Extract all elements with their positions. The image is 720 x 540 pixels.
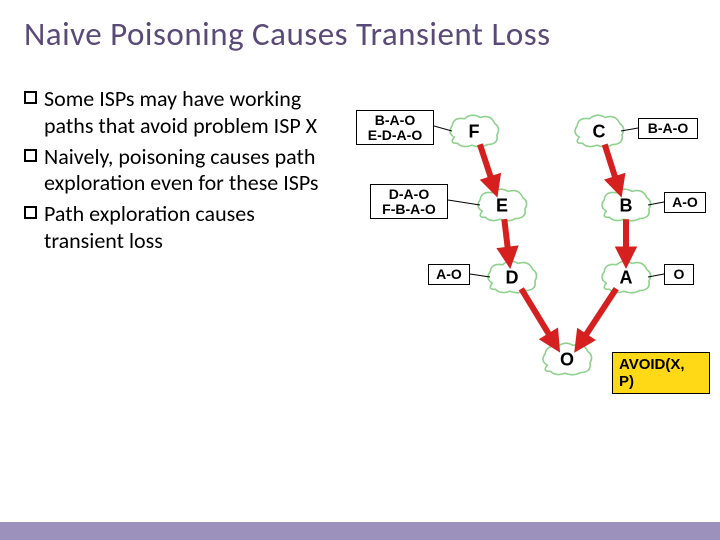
svg-text:D: D: [506, 267, 519, 287]
footer-bar: [0, 522, 720, 540]
node-d: D: [486, 260, 538, 294]
edge-F-E: [480, 144, 495, 189]
svg-text:O: O: [560, 349, 574, 369]
network-diagram: F C E B D A O B-A-OE-D-A-O B-A-O D-A-OF-B-A-O A-O A…: [338, 96, 710, 396]
svg-text:C: C: [593, 121, 606, 141]
bullet-text: Naively, poisoning causes path explorati…: [44, 143, 319, 197]
edge-E-D: [504, 219, 509, 260]
node-b: B: [600, 188, 652, 222]
svg-text:E: E: [496, 195, 508, 215]
bullet-list: Some ISPs may have working paths that av…: [24, 86, 334, 259]
node-a: A: [600, 260, 652, 294]
avoid-label: AVOID(X, P): [612, 352, 710, 394]
node-o: O: [541, 342, 593, 376]
bullet-checkbox-icon: [24, 149, 37, 162]
bullet-text: Some ISPs may have working paths that av…: [44, 85, 317, 139]
bullet-checkbox-icon: [24, 206, 37, 219]
slide: Naive Poisoning Causes Transient Loss So…: [0, 0, 720, 540]
route-box-e: D-A-OF-B-A-O: [370, 184, 448, 219]
edge-A-O: [579, 289, 616, 346]
node-f: F: [448, 114, 500, 148]
svg-text:B: B: [620, 195, 633, 215]
svg-text:A: A: [620, 267, 633, 287]
bullet-item: Path exploration causes transient loss: [24, 201, 334, 255]
node-e: E: [476, 188, 528, 222]
edge-D-O: [521, 289, 555, 345]
route-box-d: A-O: [428, 264, 470, 285]
slide-title: Naive Poisoning Causes Transient Loss: [24, 14, 696, 54]
bullet-item: Some ISPs may have working paths that av…: [24, 86, 334, 140]
bullet-text: Path exploration causes transient loss: [44, 200, 255, 254]
bullet-item: Naively, poisoning causes path explorati…: [24, 144, 334, 198]
route-box-f: B-A-OE-D-A-O: [356, 110, 434, 145]
svg-text:F: F: [469, 121, 480, 141]
route-box-a: O: [664, 264, 694, 285]
route-box-b: A-O: [664, 192, 706, 213]
node-c: C: [573, 114, 625, 148]
edge-C-B: [605, 144, 619, 189]
bullet-checkbox-icon: [24, 91, 37, 104]
route-box-c: B-A-O: [638, 118, 698, 139]
